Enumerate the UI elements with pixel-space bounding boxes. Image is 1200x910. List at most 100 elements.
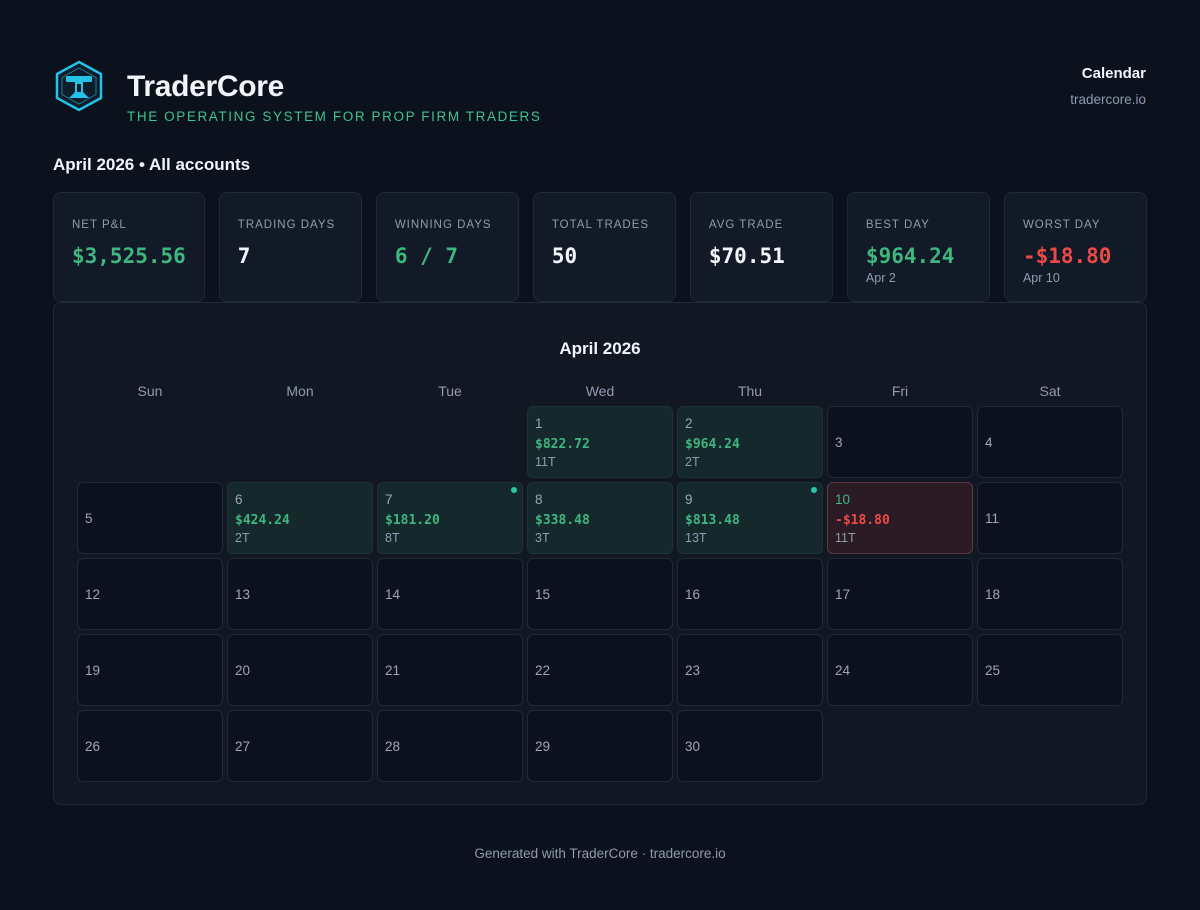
day-number: 13: [235, 586, 251, 602]
day-trade-count: 2T: [685, 454, 700, 469]
day-cell[interactable]: 24: [827, 634, 973, 706]
empty-cell: [227, 406, 373, 478]
weekday-label: Tue: [438, 383, 462, 399]
stats-row: NET P&L $3,525.56 TRADING DAYS 7 WINNING DAY…: [53, 192, 1147, 302]
day-cell[interactable]: 29: [527, 710, 673, 782]
day-cell[interactable]: 5: [77, 482, 223, 554]
stat-card: TRADING DAYS 7: [218, 192, 362, 302]
weekday-label: Sat: [1039, 383, 1061, 399]
day-pnl: $813.48: [685, 512, 740, 528]
day-cell[interactable]: 30: [677, 710, 823, 782]
stat-card: TOTAL TRADES 50: [532, 192, 676, 302]
note-dot-icon: [811, 487, 817, 493]
day-cell[interactable]: 14: [377, 558, 523, 630]
day-number: 22: [535, 662, 551, 678]
day-cell[interactable]: 20: [227, 634, 373, 706]
day-number: 28: [385, 738, 401, 754]
stat-value: $964.24: [865, 244, 955, 268]
stat-value: 50: [551, 244, 578, 268]
day-cell[interactable]: 13: [227, 558, 373, 630]
stat-card: AVG TRADE $70.51: [689, 192, 833, 302]
day-cell[interactable]: 23: [677, 634, 823, 706]
day-number: 8: [535, 491, 543, 507]
stat-value: 6 / 7: [394, 244, 459, 268]
day-cell[interactable]: 21: [377, 634, 523, 706]
weekday-header: Sun Mon Tue Wed Thu Fri Sat: [77, 383, 1125, 399]
day-number: 21: [385, 662, 401, 678]
day-cell[interactable]: 26: [77, 710, 223, 782]
day-cell[interactable]: 10 -$18.80 11T: [827, 482, 973, 554]
shield-hexagon-icon: [55, 60, 103, 112]
day-cell[interactable]: 2 $964.24 2T: [677, 406, 823, 478]
site-link[interactable]: tradercore.io: [1070, 92, 1146, 107]
day-cell[interactable]: 4: [977, 406, 1123, 478]
day-cell[interactable]: 11: [977, 482, 1123, 554]
day-number: 25: [985, 662, 1001, 678]
day-number: 29: [535, 738, 551, 754]
stat-value: $3,525.56: [72, 244, 186, 268]
day-cell[interactable]: 22: [527, 634, 673, 706]
stat-card: WINNING DAYS 6 / 7: [375, 192, 519, 302]
day-cell[interactable]: 17: [827, 558, 973, 630]
day-number: 17: [835, 586, 851, 602]
day-number: 19: [85, 662, 101, 678]
day-number: 6: [235, 491, 243, 507]
day-cell[interactable]: 25: [977, 634, 1123, 706]
stat-card: NET P&L $3,525.56: [53, 192, 205, 302]
stat-card: BEST DAY $964.24 Apr 2: [846, 192, 990, 302]
day-number: 3: [835, 434, 843, 450]
empty-cell: [77, 406, 223, 478]
day-pnl: $424.24: [235, 512, 290, 528]
day-cell[interactable]: 18: [977, 558, 1123, 630]
day-number: 2: [685, 415, 693, 431]
day-cell[interactable]: 15: [527, 558, 673, 630]
calendar-grid: 1 $822.72 11T 2 $964.24 2T 3 4 5 6 $424.24 2T 7 $181.…: [77, 406, 1125, 782]
brand-name: TraderCore: [127, 70, 285, 103]
day-cell[interactable]: 3: [827, 406, 973, 478]
day-pnl: $338.48: [535, 512, 590, 528]
stat-label: NET P&L: [72, 219, 127, 231]
day-cell[interactable]: 16: [677, 558, 823, 630]
day-number: 7: [385, 491, 393, 507]
day-cell[interactable]: 6 $424.24 2T: [227, 482, 373, 554]
brand-tagline: THE OPERATING SYSTEM FOR PROP FIRM TRADE…: [127, 109, 542, 124]
day-trade-count: 2T: [235, 530, 250, 545]
day-cell[interactable]: 8 $338.48 3T: [527, 482, 673, 554]
day-cell[interactable]: 12: [77, 558, 223, 630]
stat-value: -$18.80: [1022, 244, 1112, 268]
day-pnl: $964.24: [685, 436, 740, 452]
note-dot-icon: [511, 487, 517, 493]
day-number: 12: [85, 586, 101, 602]
stat-label: TRADING DAYS: [237, 219, 336, 231]
day-trade-count: 11T: [835, 530, 856, 545]
header: TraderCore THE OPERATING SYSTEM FOR PROP…: [53, 60, 1146, 130]
day-cell[interactable]: 1 $822.72 11T: [527, 406, 673, 478]
day-number: 24: [835, 662, 851, 678]
day-number: 9: [685, 491, 693, 507]
stat-value: 7: [237, 244, 251, 268]
day-cell[interactable]: 27: [227, 710, 373, 782]
day-number: 20: [235, 662, 251, 678]
day-number: 15: [535, 586, 551, 602]
weekday-label: Wed: [585, 383, 615, 399]
empty-cell: [377, 406, 523, 478]
footer: Generated with TraderCore · tradercore.i…: [474, 846, 726, 861]
stat-label: TOTAL TRADES: [551, 219, 650, 231]
day-number: 23: [685, 662, 701, 678]
day-number: 27: [235, 738, 251, 754]
day-cell[interactable]: 9 $813.48 13T: [677, 482, 823, 554]
day-number: 10: [835, 491, 851, 507]
stat-sub: Apr 10: [1022, 271, 1060, 285]
weekday-label: Fri: [891, 383, 909, 399]
day-cell[interactable]: 28: [377, 710, 523, 782]
calendar-title: April 2026: [559, 339, 641, 358]
stat-card: WORST DAY -$18.80 Apr 10: [1003, 192, 1147, 302]
day-number: 14: [385, 586, 401, 602]
stat-label: BEST DAY: [865, 219, 930, 231]
period-label: April 2026 • All accounts: [53, 155, 251, 174]
day-cell[interactable]: 19: [77, 634, 223, 706]
day-number: 16: [685, 586, 701, 602]
day-cell[interactable]: 7 $181.20 8T: [377, 482, 523, 554]
day-number: 4: [985, 434, 993, 450]
day-number: 11: [985, 510, 1000, 526]
